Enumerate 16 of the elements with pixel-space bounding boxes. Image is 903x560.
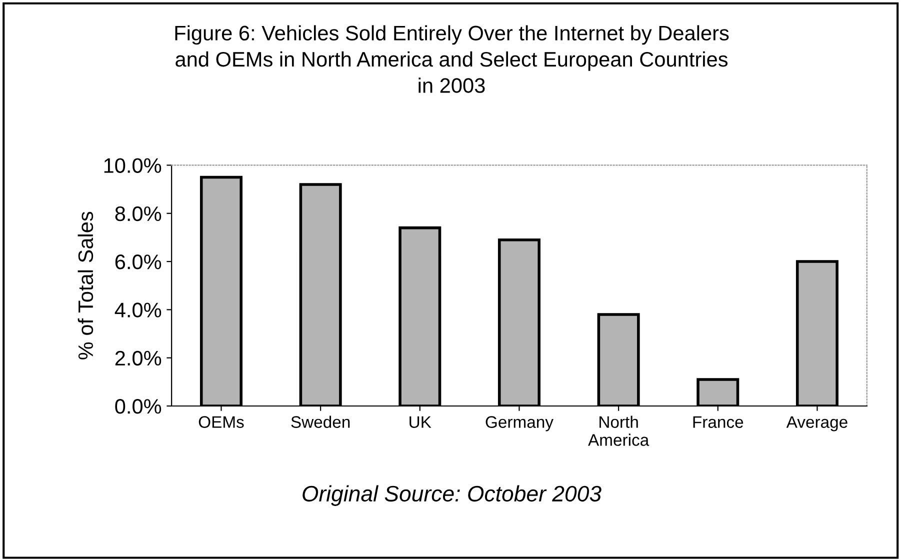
x-tick-label: North America: [588, 416, 650, 446]
y-tick-label: 0.0%: [115, 399, 162, 414]
y-tick-label: 2.0%: [115, 350, 162, 366]
x-tick-label: OEMs: [198, 416, 244, 428]
x-tick-label: Germany: [486, 416, 554, 432]
text: Original Source: October 2003: [302, 485, 602, 506]
y-tick-label: 6.0%: [115, 254, 162, 270]
y-axis-title: % of Total Sales: [78, 212, 94, 360]
x-tick-label: Average: [786, 416, 848, 432]
y-tick-label: 8.0%: [115, 206, 162, 222]
x-tick-label: France: [693, 416, 744, 428]
y-tick-label: 10.0%: [104, 158, 162, 173]
x-tick-label: Sweden: [291, 416, 350, 428]
chart-title: Figure 6: Vehicles Sold Entirely Over the Internet by Dealers and OEMs in North America and Select European Countries in 2003: [175, 25, 729, 93]
y-tick-label: 4.0%: [114, 302, 162, 318]
x-tick-label: UK: [410, 416, 432, 428]
